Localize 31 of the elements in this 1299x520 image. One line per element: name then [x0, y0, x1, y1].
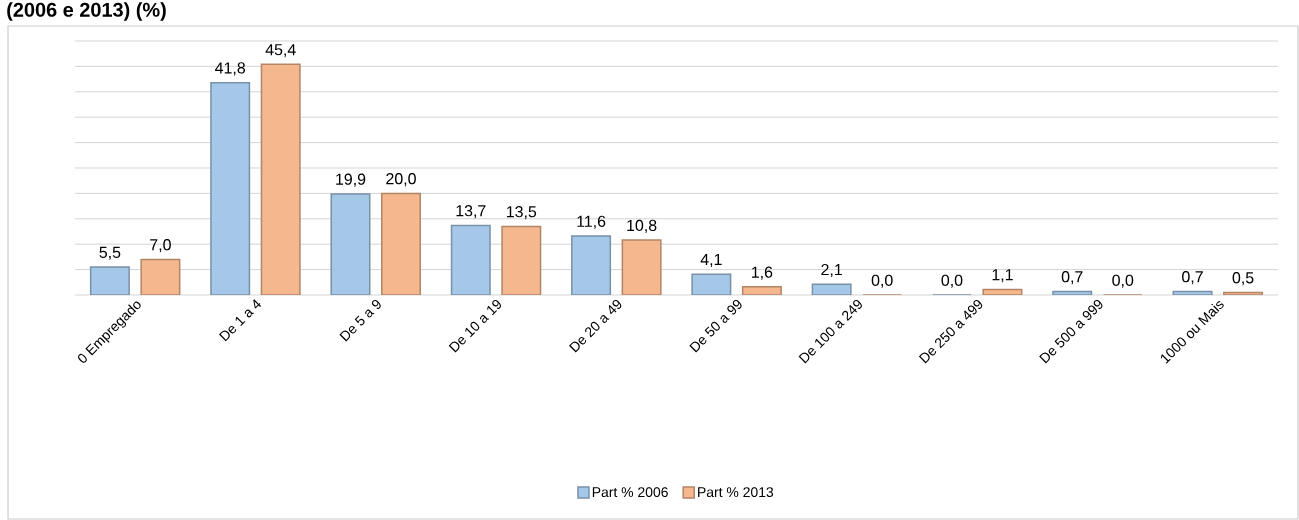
data-label: 45,4	[265, 44, 296, 58]
data-label: 1,6	[752, 266, 773, 280]
x-tick-label: De 500 a 999	[1039, 299, 1103, 364]
data-label: 4,1	[700, 253, 722, 267]
x-tick-label: De 100 a 249	[798, 299, 862, 364]
data-label: 0,5	[1232, 272, 1254, 286]
data-label: 0,0	[1112, 274, 1134, 288]
data-label: 0,7	[1061, 271, 1083, 285]
data-label: 41,8	[215, 62, 246, 76]
data-label: 7,0	[150, 239, 171, 253]
chart-title: (2006 e 2013) (%)	[7, 2, 166, 21]
data-label: 5,5	[99, 246, 121, 260]
x-tick-label: De 1 a 4	[218, 299, 261, 342]
data-label: 11,6	[577, 215, 606, 229]
x-tick-label: De 5 a 9	[339, 299, 381, 342]
legend-label: Part % 2013	[698, 487, 774, 498]
data-label: 1,1	[992, 269, 1013, 283]
legend-label: Part % 2006	[592, 487, 668, 498]
data-label: 0,0	[871, 274, 893, 288]
x-tick-label: De 10 a 19	[448, 299, 502, 353]
data-label: 13,7	[456, 205, 486, 219]
data-label: 19,9	[336, 173, 366, 187]
data-label: 0,0	[941, 274, 963, 288]
x-tick-label: De 50 a 99	[689, 299, 742, 353]
x-tick-label: De 20 a 49	[569, 299, 622, 353]
data-label: 2,1	[821, 263, 842, 278]
data-label: 20,0	[386, 173, 416, 187]
data-label: 10,8	[627, 219, 657, 233]
x-tick-label: De 250 a 499	[918, 299, 983, 364]
data-label: 13,5	[507, 206, 537, 220]
data-label: 0,7	[1182, 271, 1203, 285]
